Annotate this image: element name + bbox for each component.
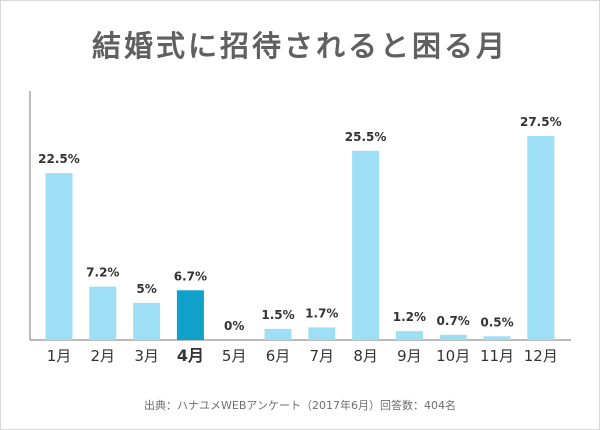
x-tick-label-12: 12月 xyxy=(524,347,558,365)
bar-8 xyxy=(352,150,380,340)
x-tick-label-9: 9月 xyxy=(397,347,422,365)
value-label-11: 0.5% xyxy=(480,315,513,329)
x-tick-label-5: 5月 xyxy=(222,347,247,365)
bar-3 xyxy=(133,302,161,340)
x-tick-label-4: 4月 xyxy=(177,346,204,365)
bar-6 xyxy=(264,328,292,340)
x-tick-label-7: 7月 xyxy=(310,347,335,365)
x-tick-label-8: 8月 xyxy=(353,347,378,365)
chart-title: 結婚式に招待されると困る月 xyxy=(91,29,508,63)
source-note: 出典：ハナユメWEBアンケート（2017年6月）回答数：404名 xyxy=(144,399,456,412)
value-label-8: 25.5% xyxy=(345,130,387,144)
x-tick-label-11: 11月 xyxy=(480,347,514,365)
value-label-5: 0% xyxy=(224,319,244,333)
bar-7 xyxy=(308,327,336,340)
bar-2 xyxy=(89,286,117,340)
value-label-10: 0.7% xyxy=(437,314,470,328)
x-tick-label-1: 1月 xyxy=(47,347,72,365)
value-label-1: 22.5% xyxy=(38,152,80,166)
value-label-2: 7.2% xyxy=(86,266,119,280)
bar-10 xyxy=(439,334,467,340)
bar-4 xyxy=(176,290,204,340)
value-label-9: 1.2% xyxy=(393,310,426,324)
value-label-6: 1.5% xyxy=(261,308,294,322)
bar-1 xyxy=(45,173,73,340)
value-label-7: 1.7% xyxy=(305,306,338,320)
bar-12 xyxy=(527,136,555,340)
x-tick-label-10: 10月 xyxy=(436,347,470,365)
bar-11 xyxy=(483,336,511,340)
bar-9 xyxy=(395,331,423,340)
x-tick-label-6: 6月 xyxy=(266,347,291,365)
x-tick-label-2: 2月 xyxy=(91,347,116,365)
value-label-3: 5% xyxy=(136,282,156,296)
value-label-12: 27.5% xyxy=(520,115,562,129)
value-label-4: 6.7% xyxy=(174,269,207,283)
x-tick-label-3: 3月 xyxy=(134,347,159,365)
